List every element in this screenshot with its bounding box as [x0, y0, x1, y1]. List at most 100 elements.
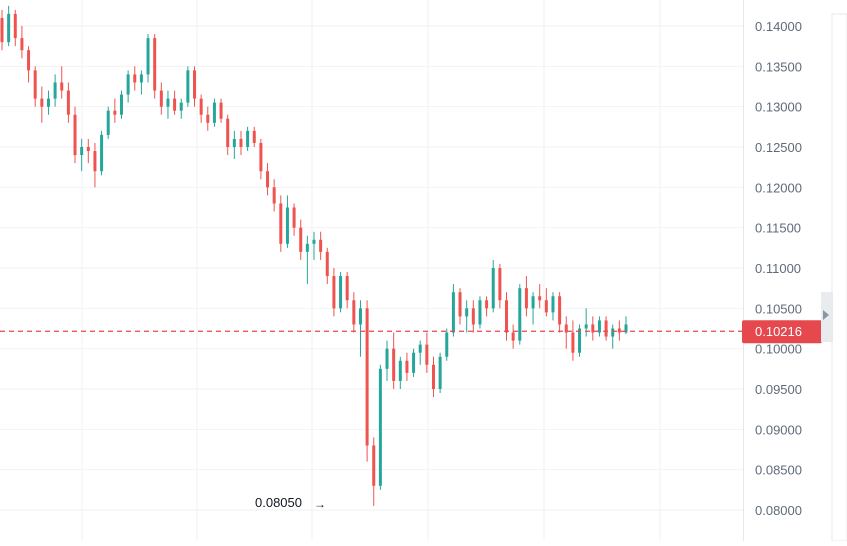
candle — [312, 231, 316, 260]
price-tick-label: 0.11500 — [755, 221, 801, 236]
candle — [166, 90, 170, 119]
candle — [279, 195, 283, 252]
candle — [352, 292, 356, 333]
candle-body — [126, 74, 130, 95]
candle — [212, 98, 216, 127]
candle — [478, 296, 482, 329]
candle — [524, 276, 528, 317]
candle-body — [538, 296, 542, 301]
candle — [146, 34, 150, 83]
candle — [20, 26, 24, 59]
candle-body — [279, 203, 283, 244]
price-axis[interactable]: 0.14000 0.13500 0.13000 0.12500 0.12000 0.115… — [743, 0, 847, 541]
candle — [232, 130, 236, 160]
candle — [445, 328, 449, 361]
candle — [199, 94, 203, 123]
candle — [193, 66, 197, 107]
candle-body — [418, 344, 422, 353]
candle — [597, 316, 601, 337]
candle — [617, 320, 621, 341]
candle — [80, 138, 84, 172]
candle-body — [325, 251, 329, 277]
candle — [438, 352, 442, 394]
candle — [578, 324, 582, 357]
price-tick-label: 0.08500 — [755, 463, 802, 478]
candle-body — [604, 320, 608, 337]
candle-body — [40, 98, 44, 107]
last-price-tag-label: 0.10216 — [755, 324, 802, 339]
low-price-label: 0.08050 — [255, 495, 302, 510]
candle-body — [319, 239, 323, 252]
candle-body — [266, 171, 270, 188]
price-tick-label: 0.09500 — [755, 382, 802, 397]
candle — [299, 219, 303, 260]
candle-body — [226, 118, 230, 147]
candle-body — [119, 94, 123, 115]
candle — [266, 163, 270, 196]
candle-body — [259, 142, 263, 172]
candle-body — [458, 292, 462, 317]
candle-body — [206, 114, 210, 123]
price-tick-label: 0.12500 — [755, 140, 802, 155]
candles-layer — [0, 5, 628, 506]
candle — [485, 296, 489, 317]
candle — [564, 316, 568, 349]
candle — [27, 46, 31, 83]
candle-body — [491, 268, 495, 309]
candle-body — [465, 308, 469, 317]
candle-body — [591, 324, 595, 333]
candle — [339, 272, 343, 313]
candle-body — [7, 13, 11, 43]
candle — [325, 247, 329, 285]
candle — [345, 272, 349, 309]
candle — [186, 66, 190, 107]
candle — [7, 5, 11, 47]
candle — [385, 340, 389, 381]
candle — [159, 82, 163, 115]
candle — [431, 356, 435, 398]
price-tick-label: 0.09000 — [755, 422, 802, 437]
candle — [551, 292, 555, 321]
candle-body — [578, 328, 582, 353]
candle — [611, 324, 615, 349]
candle — [358, 300, 362, 357]
candle-body — [365, 308, 369, 446]
candle-body — [412, 352, 416, 373]
candle-body — [285, 207, 289, 244]
candle — [544, 288, 548, 317]
candle-body — [352, 300, 356, 325]
candle — [153, 34, 157, 99]
candle — [0, 9, 4, 51]
candle — [558, 292, 562, 333]
candle-body — [106, 110, 110, 135]
candle-body — [239, 138, 243, 147]
candle-body — [597, 320, 601, 333]
candle-body — [153, 38, 157, 91]
candle-body — [139, 74, 143, 83]
price-scale-handle-background[interactable] — [821, 292, 833, 342]
candle — [86, 138, 90, 164]
candle-body — [193, 70, 197, 99]
price-tick-label: 0.13500 — [755, 59, 802, 74]
candle-body — [212, 102, 216, 123]
candle — [604, 316, 608, 341]
candle-body — [246, 130, 250, 147]
candle-body — [611, 328, 615, 337]
candle — [471, 300, 475, 333]
candle — [66, 82, 70, 123]
candle — [398, 356, 402, 389]
price-scale-handle[interactable] — [821, 292, 833, 342]
candle — [292, 203, 296, 236]
price-tick-label: 0.12000 — [755, 180, 802, 195]
chevron-right-icon[interactable] — [823, 310, 829, 320]
candle-body — [299, 227, 303, 252]
candle-body — [66, 90, 70, 115]
candle — [173, 90, 177, 115]
candle-body — [425, 344, 429, 365]
candle-body — [13, 13, 17, 39]
candle-body — [33, 70, 37, 99]
candle — [451, 284, 455, 337]
candle-body — [173, 98, 177, 111]
